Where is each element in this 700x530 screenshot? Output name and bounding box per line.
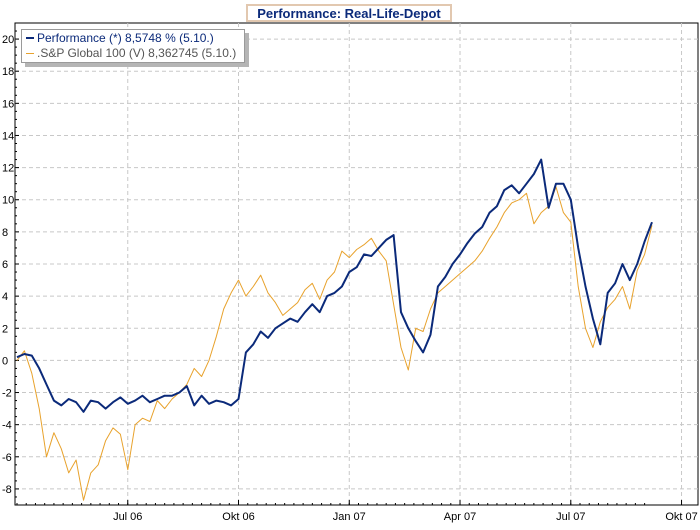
axis-ticks: -8 -6 -4 -2 0 2 4 6 8 10 12 14 16 18 20 Jul 06 Okt 06 Jan… xyxy=(2,22,698,523)
grid xyxy=(15,23,698,505)
chart-title: Performance: Real-Life-Depot xyxy=(246,4,452,22)
y-tick-label: 2 xyxy=(2,323,8,335)
legend-label-sp-global: .S&P Global 100 (V) 8,362745 (5.10.) xyxy=(37,46,237,60)
x-tick-label: Jul 06 xyxy=(113,511,142,523)
x-tick-label: Okt 07 xyxy=(665,511,697,523)
series-line-sp-global xyxy=(16,186,653,501)
series-line-performance xyxy=(16,158,653,413)
y-tick-label: 8 xyxy=(2,227,8,239)
y-tick-label: 18 xyxy=(2,66,14,78)
y-tick-label: 12 xyxy=(2,163,14,175)
x-tick-label: Apr 07 xyxy=(444,511,476,523)
plot-frame xyxy=(14,22,699,506)
y-tick-label: -2 xyxy=(2,388,12,400)
y-tick-label: 14 xyxy=(2,130,14,142)
y-tick-label: 6 xyxy=(2,259,8,271)
y-tick-label: 0 xyxy=(2,355,8,367)
legend-swatch-sp-global xyxy=(26,52,34,54)
legend-label-performance: Performance (*) 8,5748 % (5.10.) xyxy=(37,31,214,45)
legend-swatch-performance xyxy=(26,37,34,39)
y-tick-label: 4 xyxy=(2,291,8,303)
legend-entry-performance: Performance (*) 8,5748 % (5.10.) xyxy=(26,31,214,45)
legend-entry-sp-global: .S&P Global 100 (V) 8,362745 (5.10.) xyxy=(26,46,236,60)
y-tick-label: 10 xyxy=(2,195,14,207)
y-tick-label: -8 xyxy=(2,484,12,496)
x-tick-label: Okt 06 xyxy=(222,511,254,523)
y-tick-label: 20 xyxy=(2,34,14,46)
series-group xyxy=(16,158,653,501)
legend: Performance (*) 8,5748 % (5.10.) .S&P Gl… xyxy=(21,29,245,63)
x-tick-label: Jan 07 xyxy=(333,511,366,523)
y-tick-label: 16 xyxy=(2,98,14,110)
y-tick-label: -4 xyxy=(2,420,12,432)
x-tick-label: Jul 07 xyxy=(556,511,585,523)
y-tick-label: -6 xyxy=(2,452,12,464)
